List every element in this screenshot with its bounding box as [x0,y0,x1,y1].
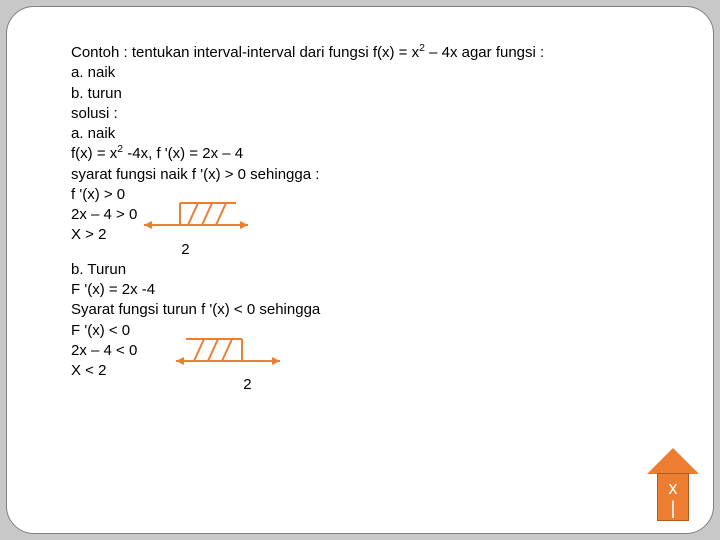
diagram-1-label: 2 [110,240,260,260]
line-3: b. turun [71,84,657,104]
line-4: solusi : [71,104,657,124]
line-15: 2x – 4 < 0 [71,341,657,361]
row-diagram-1: X > 2 2 [71,225,657,260]
line-1: Contoh : tentukan interval-interval dari… [71,43,657,63]
line-13: Syarat fungsi turun f '(x) < 0 sehingga [71,300,657,320]
arrow-text-top: x [669,478,678,498]
arrow-text-bot: | [671,498,676,518]
diagram-2-wrap: 2 [172,333,292,396]
content-block: Contoh : tentukan interval-interval dari… [71,43,657,396]
number-line-1 [140,197,260,231]
line-5: a. naik [71,124,657,144]
line-6a: f(x) = x [71,145,117,162]
line-11: b. Turun [71,260,657,280]
line-6: f(x) = x2 -4x, f '(x) = 2x – 4 [71,144,657,164]
diagram-2-label: 2 [202,375,292,395]
line-10: X > 2 [71,225,106,245]
row-diagram-2: X < 2 2 [71,361,657,396]
line-2: a. naik [71,63,657,83]
arrow-stem: x | [657,473,689,521]
line-16: X < 2 [71,361,106,381]
line-7: syarat fungsi naik f '(x) > 0 sehingga : [71,165,657,185]
line-6b: -4x, f '(x) = 2x – 4 [123,145,243,162]
number-line-2 [172,333,292,367]
slide-card: Contoh : tentukan interval-interval dari… [6,6,714,534]
line-1a: Contoh : tentukan interval-interval dari… [71,44,419,61]
line-12: F '(x) = 2x -4 [71,280,657,300]
next-arrow[interactable]: x | [647,449,699,521]
arrow-head-icon [647,448,699,474]
diagram-1-wrap: 2 [140,197,260,260]
line-1b: – 4x agar fungsi : [425,44,544,61]
line-14: F '(x) < 0 [71,321,657,341]
